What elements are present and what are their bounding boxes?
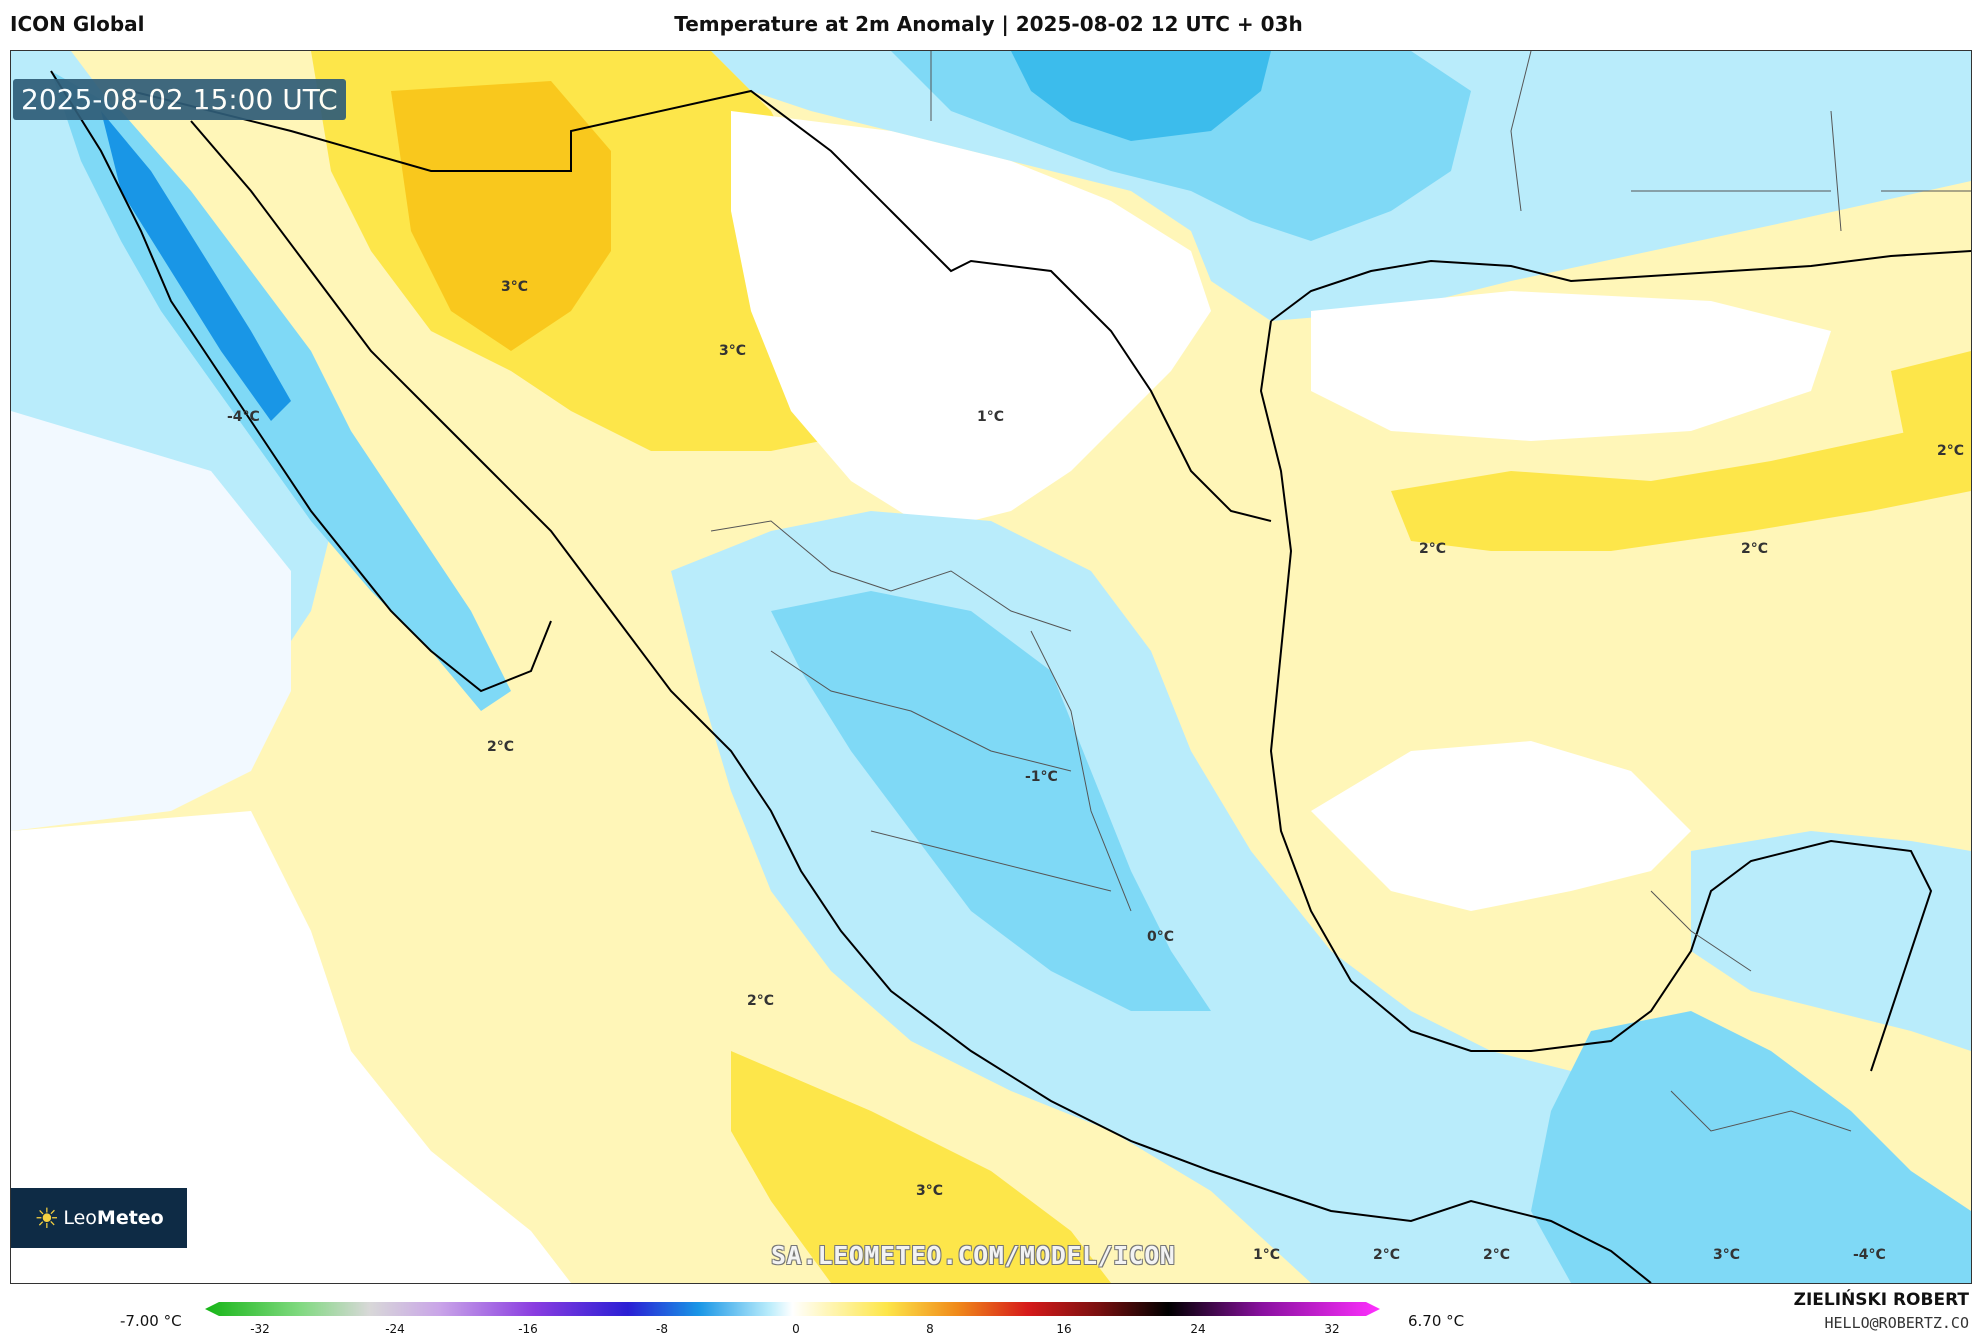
contour-label: -4°C <box>1853 1247 1886 1263</box>
cool-region-north-core <box>1011 51 1271 141</box>
contour-label: 2°C <box>1937 443 1965 459</box>
author-name: ZIELIŃSKI ROBERT <box>1793 1290 1969 1310</box>
cool-region-north <box>11 51 1971 321</box>
map-title: Temperature at 2m Anomaly | 2025-08-02 1… <box>674 12 1303 36</box>
contour-label: 3°C <box>501 279 529 295</box>
contour-label: 2°C <box>1419 541 1447 557</box>
warm-region-southwest-us-core <box>391 81 611 351</box>
neutral-region-gulf <box>1311 291 1831 441</box>
contour-label: 3°C <box>1713 1247 1741 1263</box>
legend-min-label: -7.00 °C <box>120 1312 182 1330</box>
cool-region-central-america <box>1531 1011 1971 1283</box>
legend-tick: -32 <box>250 1322 270 1336</box>
leometeo-logo: ☀ Leo Meteo <box>11 1188 187 1248</box>
legend-max-label: 6.70 °C <box>1408 1312 1465 1330</box>
warm-region-gulf-band <box>1391 421 1971 551</box>
cool-region-yucatan <box>1691 831 1971 1051</box>
map-canvas[interactable]: 2025-08-02 15:00 UTC 3°C 3°C 1°C -4°C 2°… <box>10 50 1972 1284</box>
color-scale-bar <box>205 1302 1380 1316</box>
contour-label: 2°C <box>1373 1247 1401 1263</box>
logo-text-bold: Meteo <box>96 1207 164 1229</box>
border-north <box>930 51 1971 232</box>
legend-tick: -16 <box>518 1322 538 1336</box>
valid-time-badge: 2025-08-02 15:00 UTC <box>13 79 346 120</box>
contour-label: 3°C <box>719 343 747 359</box>
cool-region-pacific-faint <box>11 411 291 831</box>
cool-region-mexico-mid <box>771 591 1211 1011</box>
contour-label: -1°C <box>1025 769 1058 785</box>
border-us-mexico <box>130 89 1272 522</box>
contour-label: 2°C <box>1741 541 1769 557</box>
contour-label: 2°C <box>1483 1247 1511 1263</box>
contour-label: 0°C <box>1147 929 1175 945</box>
author-email[interactable]: HELLO@ROBERTZ.CO <box>1824 1314 1970 1332</box>
legend-tick: 16 <box>1056 1322 1072 1336</box>
legend-tick: 0 <box>792 1322 800 1336</box>
anomaly-map-graphic <box>11 51 1971 1283</box>
legend-tick: -8 <box>656 1322 668 1336</box>
contour-label: 3°C <box>916 1183 944 1199</box>
neutral-region-texas <box>731 111 1211 531</box>
warm-region-pacific-south <box>731 1051 1111 1283</box>
state-borders <box>710 520 1852 1132</box>
logo-text-light: Leo <box>63 1207 97 1229</box>
contour-label: 2°C <box>487 739 515 755</box>
contour-label: -4°C <box>227 409 260 425</box>
model-name: ICON Global <box>10 12 145 36</box>
legend-tick: 32 <box>1324 1322 1340 1336</box>
contour-label: 2°C <box>747 993 775 1009</box>
warm-region-gulf-east <box>1891 351 1971 471</box>
coastline-pacific <box>50 70 1652 1283</box>
legend-tick: 24 <box>1190 1322 1206 1336</box>
neutral-region-caribbean <box>1311 741 1691 911</box>
cool-region-baja-deep <box>101 111 291 421</box>
legend-tick: 8 <box>926 1322 934 1336</box>
neutral-region-pacific-sw <box>11 811 571 1283</box>
sun-icon: ☀ <box>34 1201 60 1235</box>
contour-label: 1°C <box>977 409 1005 425</box>
contour-label: 1°C <box>1253 1247 1281 1263</box>
cool-region-north-deep <box>891 51 1471 241</box>
legend-tick: -24 <box>385 1322 405 1336</box>
source-watermark: SA.LEOMETEO.COM/MODEL/ICON <box>771 1241 1176 1270</box>
coastline-gulf <box>1259 250 1971 1072</box>
